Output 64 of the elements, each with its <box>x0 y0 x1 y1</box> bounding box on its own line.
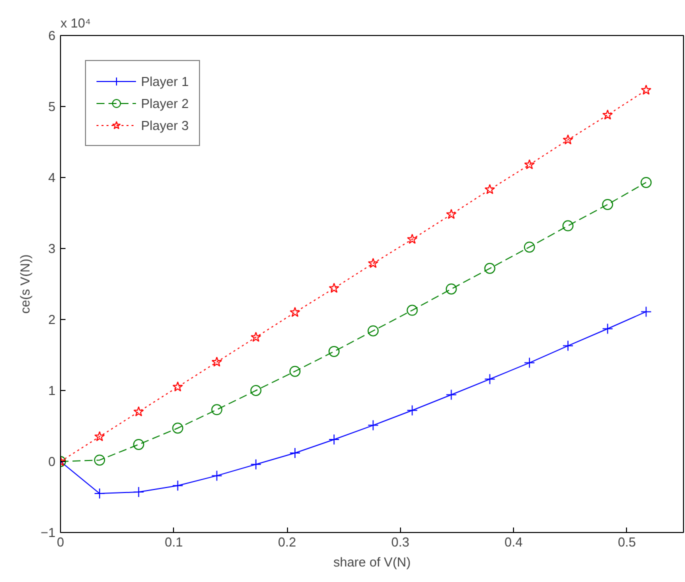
point <box>562 220 574 232</box>
y-tick-label: 4 <box>48 170 56 185</box>
point <box>250 385 262 396</box>
point <box>368 325 379 336</box>
point <box>562 134 574 144</box>
point <box>94 454 106 466</box>
y-tick-label: −1 <box>40 525 56 540</box>
legend-label: Player 3 <box>141 118 189 132</box>
point <box>289 447 300 458</box>
point <box>562 340 574 352</box>
point <box>133 486 144 498</box>
text: x 10⁴ <box>60 16 91 30</box>
point <box>640 306 652 318</box>
x-tick-label: 0.5 <box>618 534 636 550</box>
x-tick-label: 0.3 <box>391 534 410 550</box>
point <box>446 389 457 400</box>
legend-label: Player 2 <box>141 96 189 110</box>
point <box>406 304 418 316</box>
point <box>172 480 184 492</box>
point <box>328 346 340 357</box>
point <box>328 434 340 445</box>
point <box>172 422 184 434</box>
point <box>524 357 535 368</box>
point <box>250 458 262 470</box>
point <box>328 282 340 293</box>
x-tick-label: 0.2 <box>278 534 296 550</box>
point <box>250 332 262 342</box>
point <box>133 438 144 450</box>
point <box>368 258 378 268</box>
x-tick-label: 0.1 <box>164 534 183 550</box>
point <box>211 404 222 416</box>
point <box>172 381 183 392</box>
point <box>406 234 418 244</box>
point <box>640 176 652 188</box>
point <box>602 323 614 334</box>
point <box>602 110 613 120</box>
y-tick-label: 0 <box>48 454 56 469</box>
point <box>94 488 106 499</box>
point <box>484 374 496 385</box>
x-tick-label: 0.4 <box>504 534 523 550</box>
point <box>524 242 535 253</box>
point <box>484 184 496 194</box>
x-axis-title: share of V(N) <box>333 554 411 570</box>
y-tick-label: 5 <box>48 99 56 114</box>
y-tick-label: 3 <box>48 241 56 256</box>
y-tick-label: 6 <box>48 28 56 43</box>
point <box>484 262 496 274</box>
y-axis-title: ce(s V(N)) <box>18 254 33 314</box>
point <box>211 470 222 482</box>
y-tick-label: 2 <box>48 312 56 327</box>
point <box>290 306 300 317</box>
point <box>640 84 652 95</box>
point <box>133 406 144 416</box>
point <box>446 283 457 294</box>
point <box>602 198 614 210</box>
y-tick-label: 1 <box>48 383 56 398</box>
point <box>94 431 105 442</box>
point <box>289 366 300 377</box>
legend-label: Player 1 <box>141 74 189 88</box>
point <box>368 420 379 431</box>
point <box>446 208 457 219</box>
point <box>406 404 418 416</box>
point <box>524 159 535 170</box>
point <box>212 356 222 367</box>
